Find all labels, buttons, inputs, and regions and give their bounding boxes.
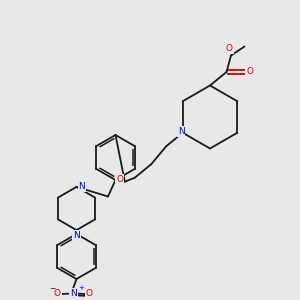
Text: O: O [116,175,123,184]
Text: O: O [226,44,233,53]
Text: O: O [86,290,93,298]
Text: −: − [49,284,55,293]
Text: N: N [73,231,80,240]
Text: O: O [246,68,253,76]
Text: N: N [178,127,184,136]
Text: +: + [78,285,84,291]
Text: O: O [54,290,61,298]
Text: N: N [70,289,77,298]
Text: N: N [79,182,85,191]
